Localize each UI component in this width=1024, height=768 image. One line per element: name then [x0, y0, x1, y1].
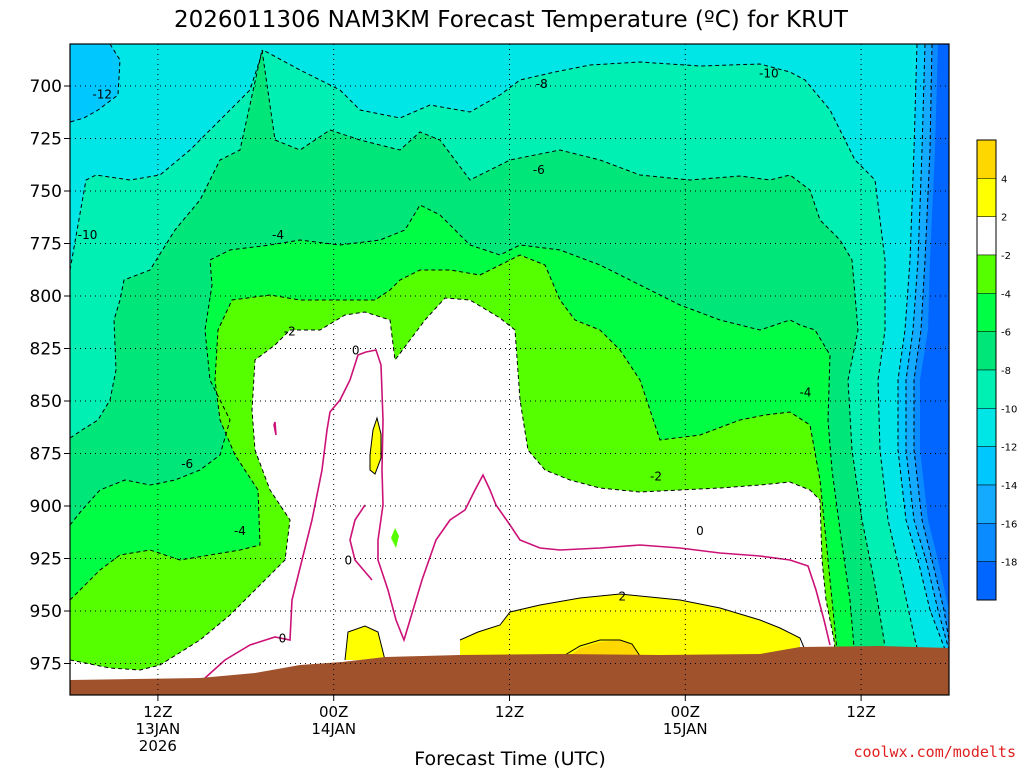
contour-minus-16	[913, 44, 949, 641]
y-tick-label-750: 750	[30, 182, 62, 202]
y-tick-label-975: 975	[30, 655, 62, 675]
colorbar-label-8: -14	[1001, 481, 1017, 492]
contour-plus-2-pocket	[369, 416, 382, 475]
contour-label-14: 0	[696, 524, 704, 538]
contour-label-10: -4	[234, 524, 246, 538]
colorbar-swatch-8	[976, 446, 997, 486]
contour-label-0: -12	[92, 87, 112, 101]
y-tick-label-900: 900	[30, 497, 62, 517]
contour-label-2: -8	[536, 77, 548, 91]
band-plus-2-small	[345, 626, 385, 660]
band-minus-2	[70, 298, 840, 695]
contour-minus-8	[70, 49, 891, 695]
contour-label-1: -10	[78, 228, 98, 242]
contour-label-15: 2	[618, 589, 626, 603]
x-tick-label-0-1: 13JAN	[136, 720, 181, 738]
contour-label-3: -10	[759, 66, 779, 80]
contour-label-9: -2	[650, 470, 662, 484]
colorbar-frame	[976, 139, 997, 601]
colorbar-label-9: -16	[1001, 519, 1017, 530]
x-tick-label-3-0: 00Z	[671, 703, 700, 721]
chart-title: 2026011306 NAM3KM Forecast Temperature (…	[174, 7, 849, 33]
colorbar-swatch-6	[976, 369, 997, 409]
freezing-line-west	[349, 504, 373, 581]
colorbar-swatch-9	[976, 484, 997, 524]
temperature-fill-layer	[70, 44, 949, 695]
y-tick-label-850: 850	[30, 392, 62, 412]
y-tick-label-950: 950	[30, 602, 62, 622]
warm-contours	[344, 416, 806, 661]
colorbar-label-5: -8	[1001, 366, 1011, 377]
colorbar-label-4: -6	[1001, 328, 1011, 339]
contour-minus-12	[70, 44, 121, 123]
colorbar-swatch-10	[976, 523, 997, 562]
x-tick-label-1-1: 14JAN	[311, 720, 356, 738]
contour-label-12: 0	[345, 554, 353, 568]
contour-minus-4	[70, 254, 841, 695]
colorbar-swatch-3	[976, 254, 997, 294]
contour-lines	[70, 44, 949, 695]
contour-plus-4	[564, 639, 641, 657]
colorbar-swatch-11	[976, 561, 997, 601]
colorbar-label-7: -12	[1001, 443, 1017, 454]
contour-minus-12-east	[897, 44, 949, 661]
colorbar-swatch-7	[976, 408, 997, 447]
contour-label-8: -6	[181, 457, 193, 471]
contour-plus-2	[459, 593, 806, 651]
band-minus-4-pocket	[391, 528, 399, 548]
y-tick-label-700: 700	[30, 77, 62, 97]
y-tick-label-800: 800	[30, 287, 62, 307]
colorbar-swatch-5	[976, 331, 997, 371]
colorbar-label-10: -18	[1001, 558, 1017, 569]
x-tick-label-2-0: 12Z	[495, 703, 524, 721]
contour-minus-10	[70, 49, 931, 695]
colorbar-swatch-0	[976, 139, 997, 179]
colorbar-swatch-4	[976, 293, 997, 332]
y-tick-label-875: 875	[30, 445, 62, 465]
grid-layer	[70, 44, 949, 695]
y-tick-label-925: 925	[30, 550, 62, 570]
colorbar-label-3: -4	[1001, 289, 1011, 300]
contour-label-13: 0	[279, 631, 287, 645]
x-tick-label-4-0: 12Z	[846, 703, 875, 721]
colorbar-swatch-2	[976, 216, 997, 256]
colorbar-label-1: 2	[1001, 213, 1007, 224]
x-tick-label-1-0: 00Z	[319, 703, 348, 721]
contour-minus-6	[70, 204, 859, 695]
freezing-line-eddy	[273, 421, 277, 436]
credit-text: coolwx.com/modelts	[853, 743, 1016, 761]
freezing-line-layer	[204, 349, 831, 679]
x-tick-label-0-0: 12Z	[143, 703, 172, 721]
contour-label-7: -4	[799, 386, 811, 400]
contour-label-4: -6	[533, 163, 545, 177]
contour-labels: -12 -10 -8 -10 -6 -4 -2 -4 -6 -2 -4 0 0 0 0 2	[78, 66, 812, 645]
contour-minus-14	[905, 44, 949, 651]
freezing-line-main	[204, 349, 831, 679]
y-tick-label-725: 725	[30, 130, 62, 150]
x-axis-title: Forecast Time (UTC)	[414, 748, 605, 768]
contour-plus-2-small	[344, 625, 386, 661]
y-tick-label-775: 775	[30, 235, 62, 255]
contour-label-6: -2	[284, 325, 296, 339]
colorbar-label-0: 4	[1001, 174, 1007, 185]
ground-terrain	[70, 646, 949, 695]
y-tick-label-825: 825	[30, 340, 62, 360]
colorbar-label-6: -10	[1001, 404, 1017, 415]
y-axis: 700 725 750 775 800 825 850 875 900 925 950 975	[30, 77, 70, 675]
band-plus-2-pocket	[370, 418, 381, 474]
colorbar-swatch-1	[976, 178, 997, 217]
colorbar: 4 2 -2 -4 -6 -8 -10 -12 -14 -16 -18	[976, 139, 1017, 601]
x-tick-label-0-2: 2026	[139, 737, 177, 755]
x-tick-label-3-1: 15JAN	[663, 720, 708, 738]
contour-label-11: 0	[352, 344, 360, 358]
contour-minus-2	[70, 297, 841, 695]
contour-label-5: -4	[272, 228, 284, 242]
colorbar-label-2: -2	[1001, 251, 1011, 262]
